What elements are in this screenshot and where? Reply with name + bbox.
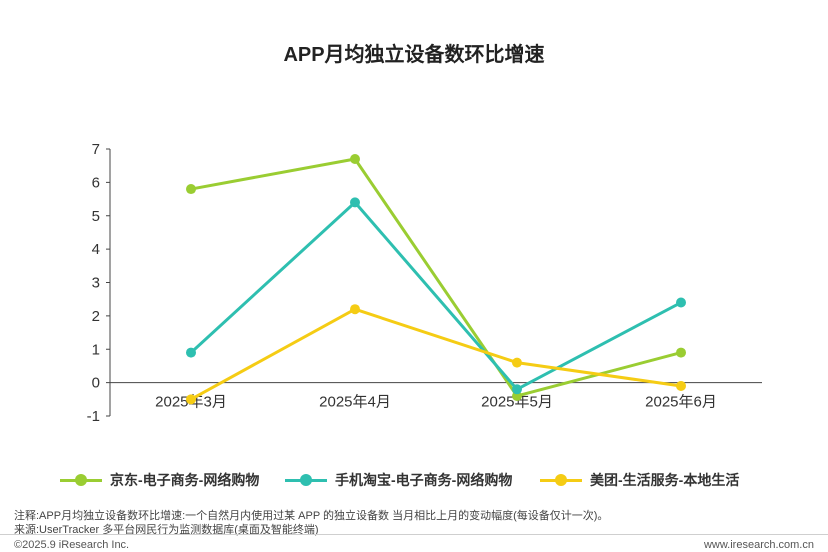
series-line-2 xyxy=(189,307,683,401)
x-axis: 2025年3月2025年4月2025年5月2025年6月 xyxy=(110,382,762,411)
data-point-s1-1 xyxy=(350,197,360,208)
x-tick-label: 2025年6月 xyxy=(645,394,717,411)
chart-source: 来源:UserTracker 多平台网民行为监测数据库(桌面及智能终端) xyxy=(14,524,319,536)
legend-item-jd: 京东-电子商务-网络购物 xyxy=(60,470,259,490)
series-line-1 xyxy=(189,200,683,391)
legend-label-jd: 京东-电子商务-网络购物 xyxy=(110,472,260,488)
chart-note: 注释:APP月均独立设备数环比增速:一个自然月内使用过某 APP 的独立设备数 … xyxy=(14,510,609,522)
data-point-s2-1 xyxy=(350,304,360,315)
legend-dot-jd xyxy=(75,474,87,486)
data-point-s2-0 xyxy=(186,394,196,405)
y-tick-label: 2 xyxy=(92,308,100,325)
legend-swatch-meituan xyxy=(540,473,582,487)
x-tick-label: 2025年4月 xyxy=(319,394,391,411)
data-point-s0-3 xyxy=(676,347,686,358)
legend-dot-taobao xyxy=(300,474,312,486)
legend-label-meituan: 美团-生活服务-本地生活 xyxy=(590,472,740,488)
legend-swatch-jd xyxy=(60,473,102,487)
legend-item-meituan: 美团-生活服务-本地生活 xyxy=(540,470,739,490)
footer-url[interactable]: www.iresearch.com.cn xyxy=(703,539,814,551)
legend-swatch-taobao xyxy=(285,473,327,487)
data-point-s0-1 xyxy=(350,154,360,165)
data-point-s0-0 xyxy=(186,184,196,195)
data-point-s1-3 xyxy=(676,297,686,308)
y-tick-label: 0 xyxy=(92,375,100,392)
y-tick-label: 3 xyxy=(92,275,100,292)
data-point-s2-3 xyxy=(676,380,686,391)
legend-label-taobao: 手机淘宝-电子商务-网络购物 xyxy=(335,472,513,488)
footer-divider xyxy=(0,534,828,535)
data-point-s1-0 xyxy=(186,347,196,358)
y-tick-label: 6 xyxy=(92,174,100,191)
legend-dot-meituan xyxy=(555,474,567,486)
series-lines xyxy=(186,154,686,405)
footer-copyright: ©2025.9 iResearch Inc. xyxy=(14,539,130,551)
y-tick-label: 7 xyxy=(92,141,100,158)
y-tick-label: 1 xyxy=(92,341,100,358)
y-tick-label: 5 xyxy=(92,208,100,225)
data-point-s2-2 xyxy=(512,357,522,368)
x-tick-label: 2025年5月 xyxy=(481,394,553,411)
y-tick-label: -1 xyxy=(87,408,100,425)
chart-title: APP月均独立设备数环比增速 xyxy=(283,44,545,66)
legend-item-taobao: 手机淘宝-电子商务-网络购物 xyxy=(285,470,512,490)
legend: 京东-电子商务-网络购物 手机淘宝-电子商务-网络购物 美团-生活服务-本地生活 xyxy=(60,470,780,494)
data-point-s1-2 xyxy=(512,384,522,395)
y-tick-label: 4 xyxy=(92,241,100,258)
y-axis: -1 0 1 2 3 4 5 6 7 xyxy=(87,141,111,425)
